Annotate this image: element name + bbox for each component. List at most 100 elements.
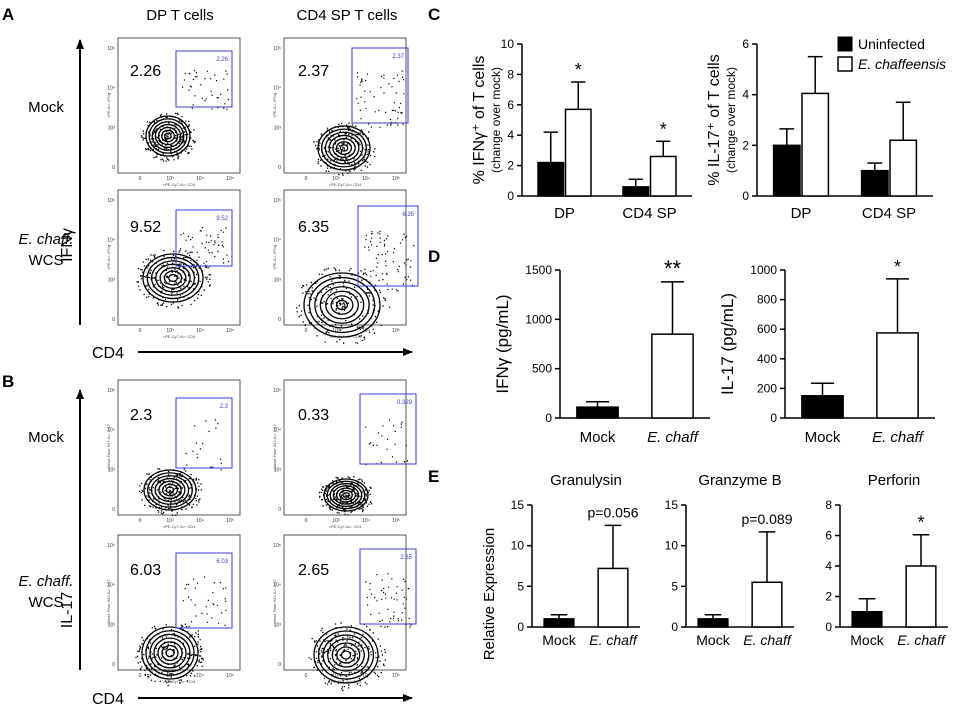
chart-d-il17: 0 200 400 600 800 1000 IL-17 (pg/mL) Mock * E. ch… [718, 257, 935, 446]
significance-label: p=0.056 [588, 504, 639, 520]
legend-label-echaff: E. chaffeensis [858, 56, 946, 72]
flow-percent-value: 6.35 [298, 219, 329, 236]
flow-xaxis-label: <PE-Cy7-A>: CD4 [163, 679, 196, 684]
chart-ytick-label: 10 [511, 539, 525, 553]
flow-gate-value: 2.3 [220, 404, 229, 410]
il17-marker-label: IL-17 [59, 592, 76, 629]
chart-category-label: E. chaff [897, 632, 947, 648]
flow-ytick-label: 0 [278, 662, 281, 668]
flow-xtick-label: 10³ [166, 176, 174, 182]
flow-contour-ring [329, 482, 363, 508]
flow-xtick-label: 10⁴ [196, 518, 204, 524]
flow-percent-value: 6.03 [130, 562, 161, 579]
bar-uninfected [851, 611, 883, 628]
chart-category-label: Mock [805, 429, 841, 446]
flow-ytick-label: 10⁵ [107, 543, 115, 549]
flow-contour-ring [145, 630, 195, 676]
flow-gate [175, 209, 233, 267]
bar-infected [564, 108, 592, 197]
flow-xtick-label: 10⁵ [392, 328, 400, 334]
legend-swatch-echaff [837, 56, 853, 72]
chart-c-il17: 0 2 4 6 % IL-17⁺ of T cells (change over mock… [706, 37, 933, 222]
flow-yaxis-label: <PE-A>: IFNg [106, 93, 111, 118]
cd4-marker-label-a: CD4 [92, 345, 124, 362]
flow-contour-ring [314, 281, 370, 329]
row-label-wcs-a: WCS [29, 252, 64, 269]
flow-xtick-label: 10⁴ [362, 673, 370, 679]
flow-contour-ring [328, 134, 360, 162]
flow-frame [283, 379, 407, 516]
flow-xtick-label: 10⁵ [226, 673, 234, 679]
flow-contour-ring [147, 472, 193, 508]
flow-xtick-label: 0 [139, 176, 142, 182]
chart-ytick-label: 200 [757, 381, 777, 395]
flow-contour-ring [141, 626, 199, 680]
flow-xtick-label: 0 [305, 176, 308, 182]
chart-ytick-label: 15 [511, 498, 525, 512]
flow-gate [175, 50, 233, 108]
significance-label: * [660, 119, 667, 139]
flow-contour-ring [308, 276, 376, 334]
flow-ytick-label: 10⁴ [107, 428, 115, 434]
chart-category-label: E. chaff [589, 632, 639, 648]
flow-xtick-label: 0 [305, 328, 308, 334]
flow-yaxis-label: <PE-A>: IFNg [272, 245, 277, 270]
significance-label: ** [664, 256, 682, 281]
flow-ytick-label: 0 [112, 165, 115, 171]
flow-gate-value: 9.52 [216, 216, 228, 222]
flow-xtick-label: 10³ [332, 673, 340, 679]
flow-ytick-label: 10⁴ [273, 583, 281, 589]
flow-ytick-label: 10⁴ [273, 86, 281, 92]
bar-infected [801, 92, 830, 197]
flow-contour-ring [154, 477, 186, 503]
flow-xtick-label: 10⁴ [362, 328, 370, 334]
flow-ytick-label: 10³ [274, 277, 282, 283]
chart-ytick-label: 0 [742, 189, 749, 203]
flow-contour-ring [303, 272, 381, 338]
panel-label-d: D [428, 247, 440, 266]
flow-gate-value: 6.35 [402, 212, 414, 218]
bar-uninfected [860, 169, 889, 197]
bar-infected [649, 155, 677, 197]
bar-infected [889, 139, 918, 197]
chart-ytick-label: 15 [665, 498, 679, 512]
chart-ytick-label: 0 [770, 411, 777, 425]
flow-contour-ring [145, 115, 191, 157]
flow-frame [117, 534, 241, 671]
chart-ytick-label: 0 [671, 620, 678, 634]
row-label-echaff-a: E. chaff. [18, 231, 73, 248]
significance-label: p=0.089 [742, 511, 793, 527]
flow-xaxis-label: <PE-Cy7-A>: CD4 [163, 182, 196, 187]
chart-ytick-label: 5 [671, 579, 678, 593]
flow-plot-a-dp-mock: 0 0 10³ 10³ 10⁴ 10⁴ 10⁵ 10⁵ <PE-A>: IFNg <PE-Cy7-… [106, 37, 241, 187]
flow-xtick-label: 10⁴ [196, 328, 204, 334]
flow-percent-value: 0.33 [298, 407, 329, 424]
chart-category-label: E. chaff [647, 429, 700, 446]
chart-ytick-label: 6 [825, 529, 832, 543]
chart-ytick-label: 4 [825, 559, 832, 573]
flow-contour-ring [330, 295, 354, 315]
flow-contour-ring [154, 123, 182, 149]
flow-ytick-label: 10⁵ [107, 46, 115, 52]
panel-label-a: A [2, 5, 14, 24]
chart-category-label: E. chaff [872, 429, 925, 446]
significance-label: * [575, 60, 582, 80]
bar-uninfected [537, 161, 565, 197]
chart-ytick-label: 2 [507, 159, 514, 173]
flow-cell-cluster [308, 573, 412, 692]
flow-gate [351, 47, 409, 124]
bar-uninfected [576, 406, 619, 419]
flow-xtick-label: 10⁵ [392, 176, 400, 182]
flow-ytick-label: 10⁵ [273, 388, 281, 394]
flow-yaxis-label: <Alexa Fluor 647-A>: IL17 [106, 578, 111, 625]
chart-ytick-label: 4 [507, 128, 514, 142]
flow-cell-cluster [313, 70, 405, 176]
chart-category-label: Mock [696, 632, 730, 648]
chart-c-ifng: 0 2 4 6 8 10 % IFNγ⁺ of T cells (change over mo… [471, 37, 692, 222]
flow-contour-ring [153, 637, 187, 669]
chart-title: Perforin [868, 472, 921, 489]
chart-ytick-label: 0 [517, 620, 524, 634]
flow-xtick-label: 10³ [166, 673, 174, 679]
row-label-mock-b: Mock [28, 429, 64, 446]
flow-contour-ring [335, 141, 353, 155]
